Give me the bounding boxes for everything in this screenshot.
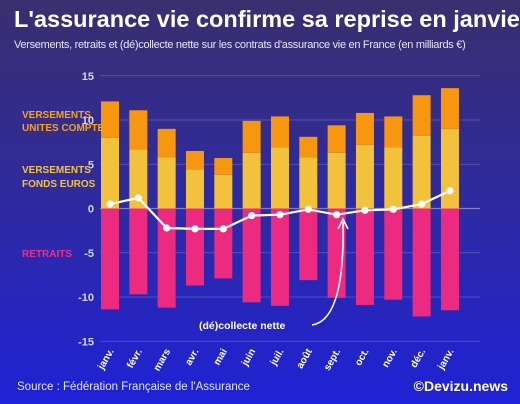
bar-unites-compte — [440, 88, 459, 129]
net-collection-point — [389, 205, 397, 213]
bar-retraits — [129, 208, 148, 295]
net-collection-point — [219, 225, 227, 233]
bar-unites-compte — [384, 116, 403, 148]
bar-unites-compte — [299, 136, 318, 158]
y-tick-label: 15 — [82, 71, 94, 83]
bar-retraits — [185, 208, 204, 286]
bar-fonds-euros — [412, 135, 431, 209]
source-note: Source : Fédération Française de l'Assur… — [17, 381, 250, 393]
bar-unites-compte — [129, 110, 148, 150]
net-collection-point — [248, 211, 256, 220]
x-tick-label: févr. — [125, 347, 145, 371]
bar-fonds-euros — [129, 149, 148, 209]
bar-unites-compte — [270, 116, 289, 148]
y-tick-label: -5 — [84, 248, 94, 260]
chart-subtitle: Versements, retraits et (dé)collecte net… — [14, 39, 466, 51]
net-collection-point — [361, 206, 369, 214]
bar-fonds-euros — [299, 157, 318, 209]
annotation-arrow — [311, 221, 344, 326]
bar-fonds-euros — [440, 128, 459, 209]
net-collection-point — [134, 194, 142, 202]
y-tick-label: -10 — [78, 292, 94, 304]
x-tick-label: août — [295, 346, 315, 370]
bar-unites-compte — [157, 128, 176, 158]
x-tick-label: juil. — [268, 347, 287, 368]
x-tick-label: janv. — [436, 347, 457, 373]
net-collection-point — [304, 205, 312, 213]
net-collection-point — [446, 187, 454, 195]
chart-title: L'assurance vie confirme sa reprise en j… — [14, 6, 520, 32]
y-tick-label: 5 — [88, 159, 94, 171]
net-collection-point — [191, 225, 199, 233]
x-tick-label: oct. — [353, 347, 372, 368]
legend-euros-line2: FONDS EUROS — [22, 179, 96, 190]
bar-unites-compte — [214, 158, 233, 175]
bar-retraits — [242, 208, 261, 303]
bar-retraits — [101, 208, 119, 310]
bar-fonds-euros — [157, 157, 176, 209]
legend-uc-line2: UNITES COMPTE — [22, 123, 105, 134]
bar-fonds-euros — [242, 152, 261, 209]
legend-retraits: RETRAITS — [22, 249, 72, 260]
x-tick-label: mars — [152, 347, 174, 374]
bar-fonds-euros — [327, 152, 346, 209]
bar-unites-compte — [412, 95, 431, 136]
net-collection-point — [333, 211, 341, 219]
net-collection-point — [106, 200, 114, 208]
y-tick-label: -15 — [78, 336, 94, 348]
bar-retraits — [440, 208, 459, 311]
x-tick-label: mai — [212, 347, 230, 368]
bar-fonds-euros — [214, 174, 233, 209]
bar-fonds-euros — [270, 147, 289, 209]
bar-retraits — [157, 208, 176, 308]
legend-euros-line1: VERSEMENTS — [22, 165, 91, 176]
annotation-label: (dé)collecte nette — [199, 320, 286, 332]
bar-unites-compte — [355, 112, 374, 145]
x-tick-label: juin — [239, 347, 258, 369]
x-tick-label: janv. — [96, 347, 117, 373]
bar-unites-compte — [101, 101, 119, 138]
net-collection-point — [163, 224, 171, 232]
bar-retraits — [270, 208, 289, 306]
y-tick-label: 10 — [82, 115, 94, 127]
bar-retraits — [214, 208, 233, 279]
x-tick-label: avr. — [183, 347, 201, 368]
bar-fonds-euros — [101, 137, 119, 209]
bar-unites-compte — [185, 150, 204, 170]
net-collection-point — [418, 200, 426, 208]
x-tick-label: sept. — [322, 347, 343, 373]
bar-unites-compte — [242, 120, 261, 153]
legend-uc-line1: VERSEMENTS — [22, 110, 91, 121]
x-tick-label: nov. — [380, 347, 400, 370]
bar-retraits — [355, 208, 374, 305]
brand-logo: ©Devizu.news — [413, 378, 508, 394]
bar-retraits — [299, 208, 318, 281]
x-tick-label: déc. — [409, 347, 429, 370]
bar-fonds-euros — [185, 169, 204, 209]
y-tick-label: 0 — [88, 204, 94, 216]
annotation-arrowhead — [337, 217, 349, 230]
bar-fonds-euros — [355, 144, 374, 209]
bar-fonds-euros — [384, 147, 403, 209]
bar-retraits — [412, 208, 431, 317]
bar-retraits — [384, 208, 403, 300]
bar-unites-compte — [327, 125, 346, 153]
net-collection-point — [276, 211, 284, 219]
